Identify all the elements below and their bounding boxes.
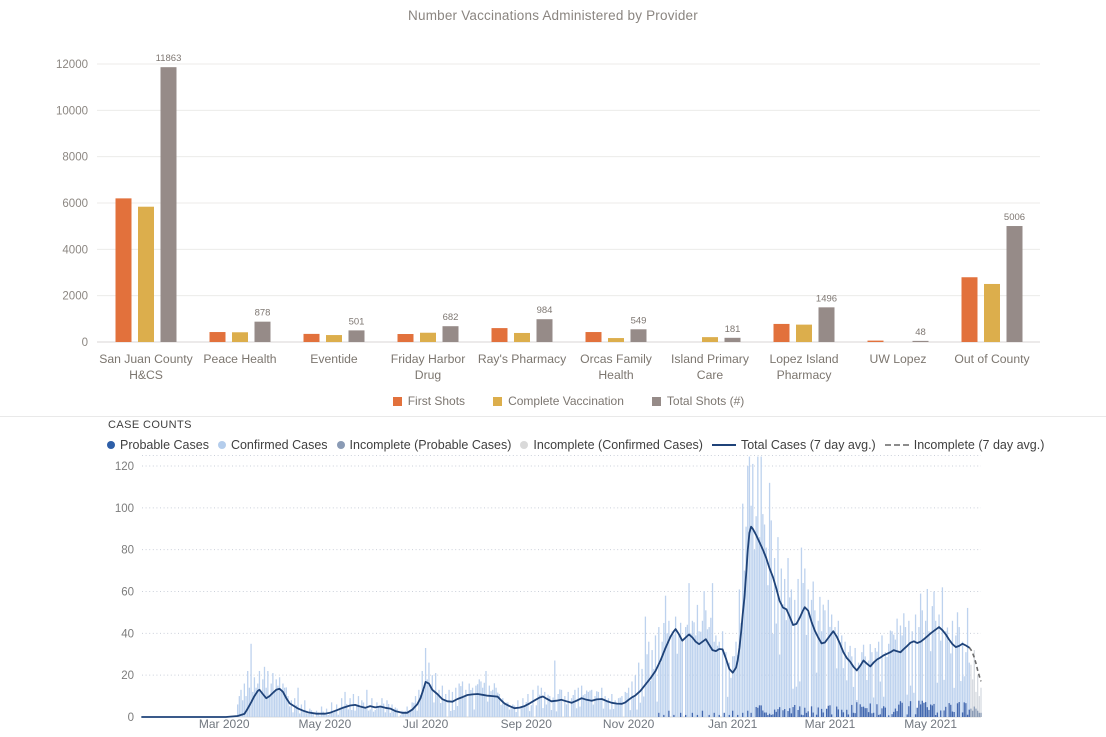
legend-item-probable-cases[interactable]: Probable Cases: [107, 438, 209, 452]
svg-text:Care: Care: [697, 368, 724, 382]
svg-text:May 2021: May 2021: [904, 717, 957, 731]
case-counts-chart: 0 20 40 60 80 100 120 Mar 2020 May 2020 Jul 2020 S…: [115, 455, 982, 731]
svg-text:549: 549: [631, 315, 647, 326]
svg-text:Sep 2020: Sep 2020: [501, 717, 553, 731]
svg-text:984: 984: [537, 305, 553, 316]
complete-vaccination-swatch-icon: [493, 396, 503, 406]
svg-text:Eventide: Eventide: [310, 352, 358, 366]
vax-category-labels: San Juan County H&CS Peace Health Eventide F…: [99, 352, 1030, 382]
svg-text:2000: 2000: [62, 291, 88, 303]
legend-item-first-shots[interactable]: First Shots: [392, 394, 466, 408]
svg-text:Nov 2020: Nov 2020: [603, 717, 655, 731]
legend-label: Incomplete (Confirmed Cases): [533, 438, 703, 452]
svg-text:181: 181: [725, 324, 741, 335]
svg-text:Jul 2020: Jul 2020: [403, 717, 449, 731]
svg-text:5006: 5006: [1004, 212, 1025, 223]
series-total-shots-: [160, 67, 1023, 343]
series-complete-vaccination: [138, 206, 1000, 342]
svg-text:Jan 2021: Jan 2021: [708, 717, 758, 731]
svg-text:H&CS: H&CS: [129, 368, 163, 382]
svg-text:0: 0: [82, 337, 88, 349]
svg-text:682: 682: [443, 312, 459, 323]
svg-text:Orcas Family: Orcas Family: [580, 352, 653, 366]
first-shots-swatch-icon: [392, 396, 402, 406]
probable-cases-bars: [658, 700, 970, 717]
svg-text:11863: 11863: [156, 53, 182, 64]
total-cases-line-icon: [711, 444, 736, 446]
confirmed-cases-dot-icon: [217, 441, 226, 449]
legend-label: Incomplete (Probable Cases): [349, 438, 512, 452]
svg-text:Lopez Island: Lopez Island: [769, 352, 838, 366]
svg-text:878: 878: [255, 308, 271, 319]
legend-item-total-cases-avg[interactable]: Total Cases (7 day avg.): [711, 438, 876, 452]
svg-text:Out of County: Out of County: [954, 352, 1030, 366]
legend-item-incomplete-confirmed[interactable]: Incomplete (Confirmed Cases): [520, 438, 703, 452]
probable-cases-dot-icon: [107, 441, 115, 449]
legend-label: Total Cases (7 day avg.): [740, 438, 876, 452]
svg-text:40: 40: [121, 628, 134, 640]
svg-text:48: 48: [915, 327, 926, 338]
svg-text:80: 80: [121, 545, 134, 557]
svg-text:San Juan County: San Juan County: [99, 352, 193, 366]
svg-text:Ray's Pharmacy: Ray's Pharmacy: [478, 352, 567, 366]
legend-item-complete-vaccination[interactable]: Complete Vaccination: [493, 394, 624, 408]
svg-text:6000: 6000: [62, 198, 88, 210]
svg-text:60: 60: [121, 587, 134, 599]
legend-item-incomplete-avg[interactable]: Incomplete (7 day avg.): [884, 438, 1045, 452]
svg-text:Friday Harbor: Friday Harbor: [391, 352, 466, 366]
incomplete-confirmed-dot-icon: [520, 441, 529, 449]
legend-label: First Shots: [407, 394, 466, 408]
svg-text:120: 120: [115, 461, 134, 473]
section-divider: [0, 416, 1106, 417]
confirmed-cases-bars: [236, 456, 970, 717]
incomplete-probable-bars: [970, 706, 982, 717]
vax-gridlines: [97, 63, 1040, 343]
incomplete-confirmed-bars: [970, 650, 982, 717]
svg-text:12000: 12000: [56, 59, 88, 71]
legend-label: Complete Vaccination: [508, 394, 624, 408]
vaccination-chart-title: Number Vaccinations Administered by Prov…: [408, 8, 698, 23]
legend-item-confirmed-cases[interactable]: Confirmed Cases: [217, 438, 328, 452]
svg-text:10000: 10000: [56, 105, 88, 117]
legend-item-incomplete-probable[interactable]: Incomplete (Probable Cases): [336, 438, 512, 452]
legend-item-total-shots[interactable]: Total Shots (#): [651, 394, 745, 408]
vaccination-bar-chart: 0 2000 4000 6000 8000 10000 12000 11863 878 501 68…: [56, 53, 1040, 382]
vaccination-chart-legend: First Shots Complete Vaccination Total S…: [97, 394, 1040, 408]
incomplete-dashed-line-icon: [884, 444, 909, 446]
legend-label: Incomplete (7 day avg.): [913, 438, 1045, 452]
svg-text:100: 100: [115, 503, 134, 515]
vax-bars: [115, 67, 1023, 343]
svg-text:Peace Health: Peace Health: [203, 352, 276, 366]
case-counts-title: CASE COUNTS: [108, 419, 192, 431]
svg-text:8000: 8000: [62, 152, 88, 164]
svg-text:20: 20: [121, 670, 134, 682]
total-shots-swatch-icon: [651, 396, 661, 406]
total-cases-avg-line: [141, 525, 971, 718]
svg-text:Pharmacy: Pharmacy: [777, 368, 833, 382]
svg-text:Drug: Drug: [415, 368, 441, 382]
legend-label: Probable Cases: [120, 438, 209, 452]
incomplete-avg-dashed-line: [968, 647, 982, 682]
svg-text:501: 501: [349, 316, 365, 327]
legend-label: Total Shots (#): [666, 394, 745, 408]
series-first-shots: [115, 198, 978, 342]
vax-data-labels: 11863 878 501 682 984 549 181 1496 48 5006: [156, 53, 1025, 338]
svg-text:Mar 2020: Mar 2020: [199, 717, 250, 731]
svg-text:1496: 1496: [816, 293, 837, 304]
svg-text:UW Lopez: UW Lopez: [870, 352, 927, 366]
svg-text:Health: Health: [598, 368, 633, 382]
svg-text:4000: 4000: [62, 244, 88, 256]
svg-text:Mar 2021: Mar 2021: [805, 717, 856, 731]
legend-label: Confirmed Cases: [230, 438, 328, 452]
incomplete-probable-dot-icon: [336, 441, 345, 449]
svg-text:May 2020: May 2020: [299, 717, 352, 731]
svg-text:0: 0: [128, 712, 134, 724]
svg-text:Island Primary: Island Primary: [671, 352, 750, 366]
case-counts-legend: Probable Cases Confirmed Cases Incomplet…: [107, 438, 1067, 452]
